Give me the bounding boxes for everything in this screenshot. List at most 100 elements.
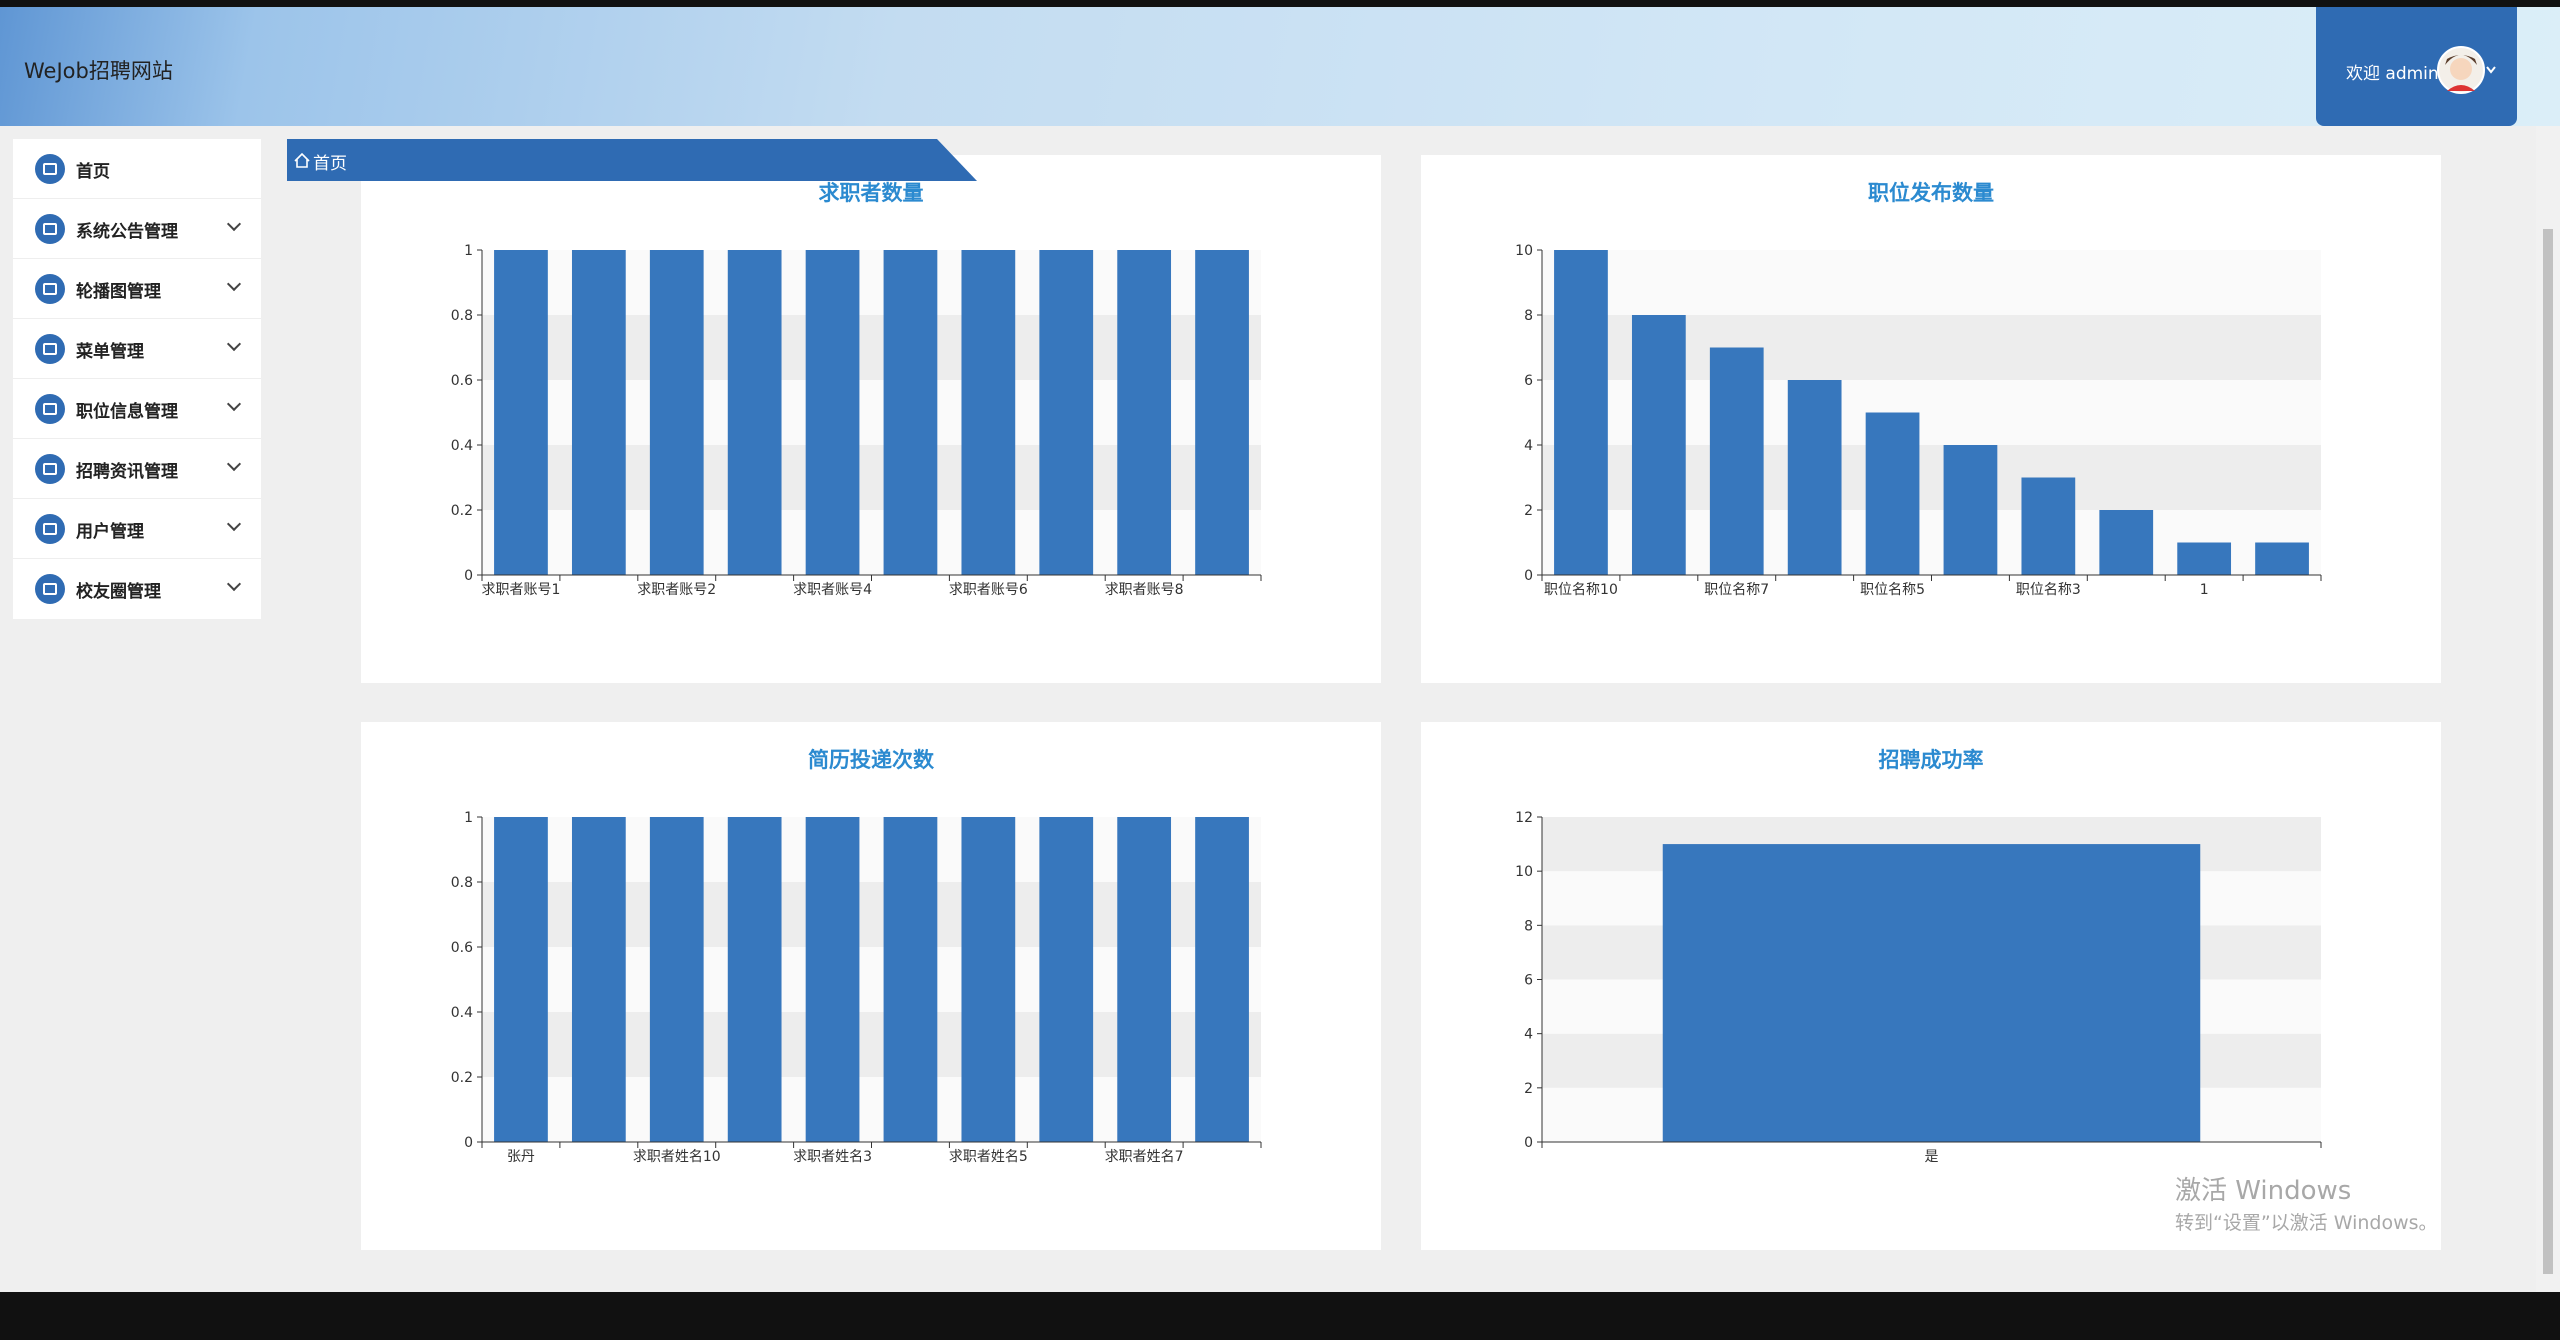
bar <box>571 817 626 1142</box>
welcome-text[interactable]: 欢迎 admin <box>2346 64 2439 84</box>
bar <box>649 250 704 575</box>
watermark-subtitle: 转到“设置”以激活 Windows。 <box>2175 1212 2438 1234</box>
chart-panel: 职位发布数量 0 2 4 6 8 10 职位名称10 职位名称7 职位名称5 职位名称3 1 <box>1421 155 2441 683</box>
bar <box>727 817 782 1142</box>
y-tick-label: 0.4 <box>451 438 473 454</box>
bar <box>1039 817 1094 1142</box>
x-tick-label: 求职者账号4 <box>793 582 872 598</box>
bar <box>2099 510 2154 575</box>
y-tick-label: 0 <box>1524 568 1533 584</box>
avatar[interactable] <box>2437 45 2497 95</box>
menu-item[interactable]: 菜单管理 <box>13 319 261 379</box>
y-tick-label: 10 <box>1515 243 1533 259</box>
y-tick-label: 0.6 <box>451 940 473 956</box>
menu-item[interactable]: 轮播图管理 <box>13 259 261 319</box>
menu-label[interactable]: 菜单管理 <box>76 342 144 362</box>
x-tick-label: 是 <box>1925 1149 1939 1165</box>
bar <box>805 250 860 575</box>
bar <box>1709 347 1764 575</box>
menu-item[interactable]: 首页 <box>13 139 261 199</box>
bar <box>1787 380 1842 575</box>
y-tick-label: 0.6 <box>451 373 473 389</box>
y-tick-label: 0 <box>464 568 473 584</box>
breadcrumb-label[interactable]: 首页 <box>313 154 347 174</box>
bar <box>1117 250 1172 575</box>
bar <box>494 817 548 1142</box>
chart-title: 职位发布数量 <box>1868 181 1994 205</box>
menu-item[interactable]: 系统公告管理 <box>13 199 261 259</box>
x-tick-label: 求职者账号6 <box>949 582 1028 598</box>
menu-label[interactable]: 职位信息管理 <box>76 402 178 422</box>
menu-label[interactable]: 系统公告管理 <box>76 222 178 242</box>
menu-label[interactable]: 首页 <box>76 162 110 182</box>
y-tick-label: 4 <box>1524 1027 1533 1043</box>
chart-panel: 求职者数量 0 0.2 0.4 0.6 0.8 1 求职者账号1 求职者账号2 求职者账号4 求职者… <box>361 155 1381 683</box>
x-tick-label: 1 <box>2200 582 2209 598</box>
menu-label[interactable]: 轮播图管理 <box>76 282 161 302</box>
y-tick-label: 6 <box>1524 973 1533 989</box>
chart-panel: 招聘成功率 0 2 4 6 8 10 12 是 <box>1421 722 2441 1250</box>
y-tick-label: 2 <box>1524 503 1533 519</box>
bar <box>494 250 548 575</box>
y-tick-label: 2 <box>1524 1081 1533 1097</box>
bar <box>1631 315 1686 575</box>
x-tick-label: 求职者姓名10 <box>633 1149 721 1165</box>
y-tick-label: 10 <box>1515 864 1533 880</box>
bar <box>2255 542 2309 575</box>
bar <box>1943 445 1998 575</box>
site-title[interactable]: WeJob招聘网站 <box>24 59 173 83</box>
bottom-bar <box>0 1292 2560 1340</box>
y-tick-label: 12 <box>1515 810 1533 826</box>
menu-label[interactable]: 用户管理 <box>76 522 144 542</box>
y-tick-label: 4 <box>1524 438 1533 454</box>
menu-item[interactable]: 校友圈管理 <box>13 559 261 619</box>
y-tick-label: 0 <box>464 1135 473 1151</box>
chart-panel: 简历投递次数 0 0.2 0.4 0.6 0.8 1 张丹 求职者姓名10 求职者姓名3 求职者姓名… <box>361 722 1381 1250</box>
menu-item[interactable]: 用户管理 <box>13 499 261 559</box>
chart-title: 招聘成功率 <box>1879 748 1984 772</box>
y-tick-label: 0.2 <box>451 1070 473 1086</box>
bar <box>883 250 938 575</box>
bar <box>2177 542 2232 575</box>
scroll-thumb[interactable] <box>2543 229 2553 1274</box>
chart: 职位发布数量 0 2 4 6 8 10 职位名称10 职位名称7 职位名称5 职位名称3 1 <box>1515 181 2322 598</box>
menu-label[interactable]: 招聘资讯管理 <box>76 462 178 482</box>
y-tick-label: 6 <box>1524 373 1533 389</box>
y-tick-label: 0 <box>1524 1135 1533 1151</box>
x-tick-label: 求职者账号1 <box>481 582 560 598</box>
x-tick-label: 职位名称3 <box>2016 582 2081 598</box>
top-bar <box>0 0 2560 7</box>
bar <box>1662 844 2201 1142</box>
user-menu[interactable]: 欢迎 admin <box>2316 7 2517 126</box>
bar <box>1554 250 1608 575</box>
bar <box>2021 477 2076 575</box>
bar <box>1039 250 1094 575</box>
menu-label[interactable]: 校友圈管理 <box>76 582 161 602</box>
grid-band <box>1542 250 2321 315</box>
x-tick-label: 职位名称7 <box>1704 582 1769 598</box>
x-tick-label: 求职者账号8 <box>1105 582 1184 598</box>
chart-title: 求职者数量 <box>819 181 924 205</box>
x-tick-label: 求职者姓名3 <box>793 1149 872 1165</box>
watermark-title: 激活 Windows <box>2175 1176 2352 1206</box>
y-tick-label: 0.8 <box>451 308 473 324</box>
bar <box>1195 817 1249 1142</box>
menu-item[interactable]: 职位信息管理 <box>13 379 261 439</box>
x-tick-label: 求职者账号2 <box>637 582 716 598</box>
bar <box>805 817 860 1142</box>
bar <box>883 817 938 1142</box>
bar <box>1117 817 1172 1142</box>
x-tick-label: 职位名称5 <box>1860 582 1925 598</box>
bar <box>727 250 782 575</box>
bar <box>961 817 1016 1142</box>
scrollbar[interactable] <box>2536 126 2560 1292</box>
chart: 招聘成功率 0 2 4 6 8 10 12 是 <box>1515 748 2322 1165</box>
y-tick-label: 0.4 <box>451 1005 473 1021</box>
breadcrumb: 首页 <box>287 139 977 181</box>
menu-item[interactable]: 招聘资讯管理 <box>13 439 261 499</box>
sidebar: 首页 系统公告管理 轮播图管理 菜单管理 职位信息管理 招聘资讯管理 用户管理 … <box>13 139 261 619</box>
breadcrumb-bg <box>287 139 977 181</box>
chart: 求职者数量 0 0.2 0.4 0.6 0.8 1 求职者账号1 求职者账号2 求职者账号4 求职者… <box>451 181 1262 598</box>
x-tick-label: 张丹 <box>507 1149 535 1165</box>
